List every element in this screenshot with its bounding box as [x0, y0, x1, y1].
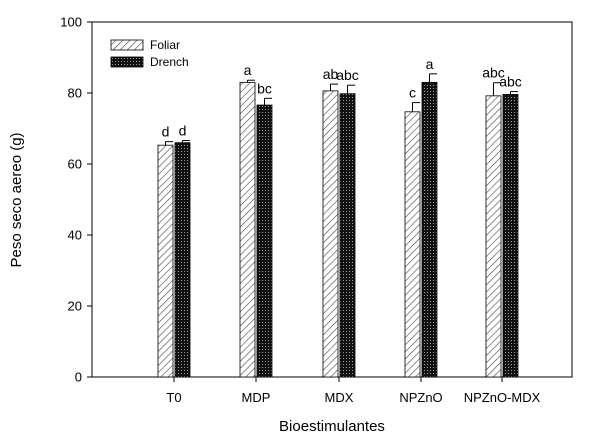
significance-label-foliar: a — [244, 62, 252, 78]
x-tick-label: MDP — [242, 390, 271, 405]
y-tick-label: 100 — [60, 15, 82, 30]
legend: Foliar Drench — [110, 38, 189, 69]
bar-foliar — [239, 81, 256, 378]
legend-label-foliar: Foliar — [150, 38, 180, 52]
bar-drench — [256, 104, 273, 378]
bar-drench — [421, 81, 438, 378]
legend-label-drench: Drench — [150, 55, 189, 69]
y-tick-label: 0 — [75, 370, 82, 385]
significance-label-foliar: c — [409, 85, 416, 101]
significance-label-drench: abc — [499, 74, 522, 90]
bar-drench — [174, 142, 191, 378]
x-tick-label: T0 — [166, 390, 181, 405]
x-axis-title: Bioestimulantes — [279, 418, 385, 435]
significance-label-foliar: ab — [323, 66, 339, 82]
significance-label-foliar: d — [162, 124, 170, 140]
bar-drench — [339, 93, 356, 378]
significance-label-drench: abc — [336, 67, 359, 83]
bar-group — [157, 81, 519, 378]
legend-swatch-drench — [110, 56, 144, 68]
legend-swatch-foliar — [110, 39, 144, 51]
x-tick-label: NPZnO — [399, 390, 442, 405]
significance-label-drench: a — [426, 56, 434, 72]
significance-label-drench: d — [179, 123, 187, 139]
bar-foliar — [322, 90, 339, 378]
bar-drench — [502, 94, 519, 378]
y-tick-label: 60 — [68, 157, 82, 172]
x-tick-label: MDX — [325, 390, 354, 405]
x-axis: T0 MDP MDX NPZnO NPZnO-MDX — [166, 377, 541, 405]
bar-foliar — [485, 95, 502, 378]
y-tick-label: 20 — [68, 299, 82, 314]
y-axis: 0 20 40 60 80 100 — [60, 15, 92, 385]
bar-foliar — [404, 111, 421, 378]
y-tick-label: 80 — [68, 86, 82, 101]
bar-foliar — [157, 144, 174, 378]
significance-label-drench: bc — [257, 80, 272, 96]
y-tick-label: 40 — [68, 228, 82, 243]
x-tick-label: NPZnO-MDX — [464, 390, 541, 405]
significance-label-foliar: abc — [482, 65, 505, 81]
error-bar-group — [165, 73, 518, 146]
y-axis-title: Peso seco aereo (g) — [8, 132, 25, 267]
